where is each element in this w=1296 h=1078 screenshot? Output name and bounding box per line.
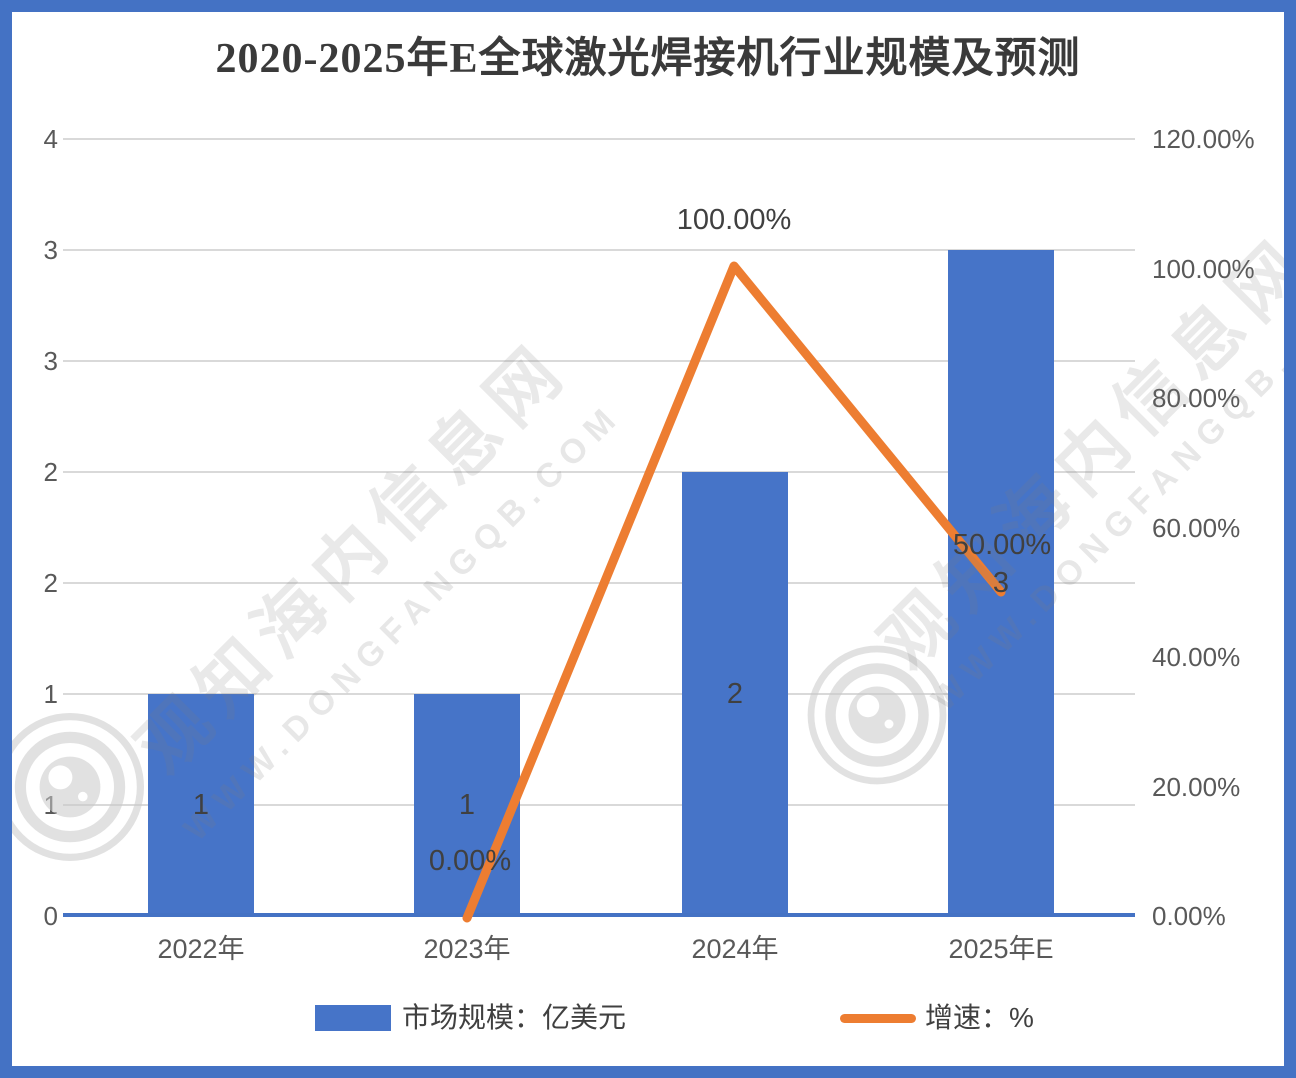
y-axis-right-tick: 0.00% (1152, 901, 1226, 931)
gridline (63, 693, 1135, 695)
bar-label-2022: 1 (192, 789, 210, 821)
legend-line-label: 增速：% (925, 1002, 1034, 1033)
y-axis-right-tick: 40.00% (1152, 642, 1241, 672)
bar-label-2024: 2 (726, 678, 744, 710)
y-axis-right-tick: 100.00% (1152, 254, 1255, 284)
chart-title: 2020-2025年E全球激光焊接机行业规模及预测 (215, 36, 1081, 82)
y-axis-right-tick: 80.00% (1152, 383, 1241, 413)
bar-2025 (948, 250, 1054, 916)
line-label-2023: 0.00% (428, 845, 512, 877)
y-axis-left-tick: 1 (43, 679, 58, 709)
x-axis-line (63, 913, 1135, 917)
bar-label-2025: 3 (992, 567, 1010, 599)
y-axis-left-tick: 1 (43, 790, 58, 820)
x-axis-label-2024: 2024年 (691, 934, 779, 964)
legend-bar-swatch (315, 1005, 391, 1031)
gridline (63, 804, 1135, 806)
line-label-2025: 50.00% (952, 529, 1052, 561)
x-axis-label-2025: 2025年E (948, 934, 1054, 964)
y-axis-left-tick: 2 (43, 568, 58, 598)
bar-2022 (148, 694, 254, 916)
legend-bar-label: 市场规模：亿美元 (402, 1002, 627, 1033)
y-axis-left-tick: 4 (43, 124, 58, 154)
legend-line-swatch (840, 1014, 916, 1023)
gridline (63, 360, 1135, 362)
y-axis-right-tick: 20.00% (1152, 772, 1241, 802)
y-axis-right-tick: 60.00% (1152, 513, 1241, 543)
x-axis-label-2022: 2022年 (157, 934, 245, 964)
x-axis-label-2023: 2023年 (423, 934, 511, 964)
bar-2024 (682, 472, 788, 916)
gridline (63, 249, 1135, 251)
y-axis-left-tick: 3 (43, 235, 58, 265)
bar-label-2023: 1 (458, 789, 476, 821)
y-axis-left-tick: 3 (43, 346, 58, 376)
gridline (63, 471, 1135, 473)
y-axis-left-tick: 0 (43, 901, 58, 931)
y-axis-left-tick: 2 (43, 457, 58, 487)
gridline (63, 138, 1135, 140)
bar-2023 (414, 694, 520, 916)
gridline (63, 582, 1135, 584)
line-label-2024: 100.00% (676, 204, 792, 236)
y-axis-right-tick: 120.00% (1152, 124, 1255, 154)
